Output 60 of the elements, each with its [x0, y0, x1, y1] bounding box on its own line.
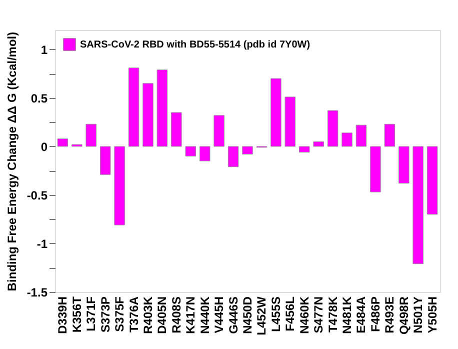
- bar: [171, 112, 182, 147]
- y-tick-label: 0: [40, 140, 48, 154]
- bar: [356, 124, 367, 147]
- bar: [284, 96, 296, 147]
- x-tick-label: R493E: [382, 296, 397, 334]
- x-tick-label: N481K: [340, 296, 354, 334]
- bar: [426, 146, 438, 215]
- x-tick-label: G446S: [226, 296, 240, 334]
- x-tick-label: S373P: [98, 296, 112, 333]
- bar: [57, 138, 68, 147]
- y-tick-label: -1.5: [26, 286, 48, 300]
- y-tick-label: 0.5: [30, 91, 48, 106]
- bar: [128, 68, 140, 147]
- x-tick-label: R408S: [169, 296, 184, 334]
- bar: [342, 132, 352, 147]
- y-axis-title: Binding Free Energy Change ΔΔ G (Kcal/mol): [4, 32, 19, 292]
- bar: [86, 124, 96, 147]
- x-tick-label: S477N: [312, 296, 326, 334]
- bar: [114, 146, 125, 226]
- x-tick-label: N501Y: [411, 296, 426, 334]
- bar: [384, 124, 396, 147]
- y-tick-label: -0.5: [26, 188, 48, 202]
- bar: [313, 141, 324, 147]
- x-tick-label: N440K: [198, 296, 212, 334]
- bar: [100, 146, 111, 175]
- bar: [142, 83, 154, 147]
- x-tick-label: D405N: [155, 296, 170, 334]
- x-tick-label: N450D: [240, 296, 254, 334]
- bar: [185, 146, 196, 156]
- bar: [228, 146, 239, 168]
- x-tick-label: N460K: [297, 296, 312, 334]
- x-tick-label: K356T: [70, 296, 84, 333]
- x-tick-label: V445H: [212, 296, 226, 334]
- bar: [156, 70, 168, 147]
- y-tick-label: -1: [36, 236, 48, 251]
- bar: [370, 146, 381, 192]
- bar: [412, 146, 424, 264]
- bar: [327, 110, 338, 147]
- x-tick-label: L455S: [268, 296, 283, 332]
- x-tick-label: E484A: [354, 296, 368, 334]
- legend-label: SARS-CoV-2 RBD with BD55-5514 (pdb id 7Y0W): [80, 40, 310, 50]
- bar: [242, 146, 253, 154]
- x-tick-label: Q498R: [396, 296, 411, 335]
- bar: [298, 146, 310, 153]
- x-tick-label: F486P: [368, 296, 382, 332]
- x-tick-label: T478K: [326, 296, 340, 333]
- x-tick-label: Y505H: [425, 296, 440, 334]
- bar: [199, 146, 210, 162]
- bar: [270, 78, 282, 147]
- x-tick-label: D339H: [56, 296, 70, 334]
- bar: [398, 146, 410, 184]
- x-tick-label: R403K: [140, 296, 155, 334]
- x-tick-label: L371F: [84, 296, 98, 332]
- x-tick-label: K417N: [184, 296, 198, 334]
- bar: [214, 115, 224, 147]
- y-tick-label: 1: [40, 42, 48, 57]
- x-tick-label: T376A: [126, 296, 141, 333]
- x-tick-label: S375F: [112, 296, 127, 332]
- x-tick-label: L452W: [254, 296, 269, 336]
- x-tick-label: F456L: [283, 296, 298, 332]
